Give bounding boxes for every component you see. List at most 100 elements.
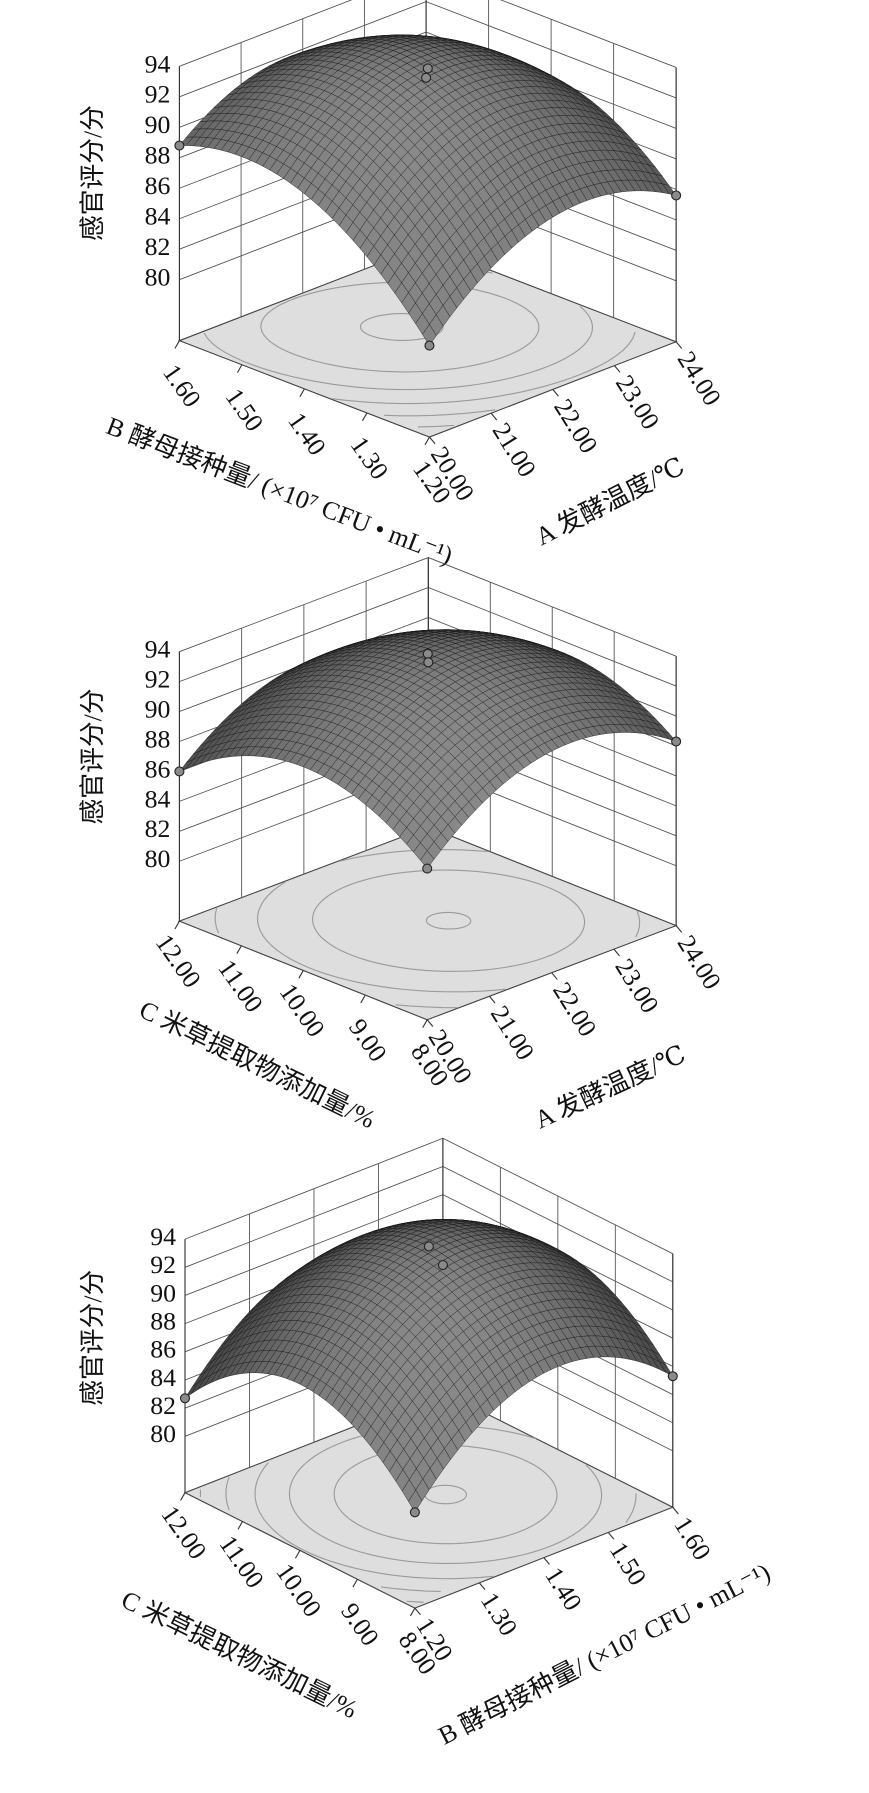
y-tick [180,1492,186,1501]
x-tick-label: 1.50 [604,1537,653,1591]
z-tick-label: 94 [150,1222,176,1251]
z-tick-label: 92 [145,80,171,109]
x-tick-label: 1.60 [668,1512,717,1566]
y-tick [174,920,180,930]
x-tick [675,341,683,349]
y-axis-title: C 米草提取物添加量/% [135,995,380,1134]
y-tick-label: 9.00 [343,1013,393,1067]
y-tick [236,364,243,373]
y-tick [361,412,368,422]
z-tick-label: 86 [145,754,171,783]
z-tick-label: 90 [145,110,171,139]
contour [312,869,586,972]
x-tick-label: 21.00 [487,418,542,483]
y-tick [352,1578,358,1588]
x-tick-label: 23.00 [610,370,665,435]
z-tick-label: 94 [145,635,171,664]
x-tick-label: 24.00 [672,930,727,995]
z-tick-label: 90 [145,694,171,723]
y-tick-label: 10.00 [270,1558,327,1622]
x-tick [672,1506,679,1515]
x-tick [614,365,621,373]
design-point [423,1241,434,1252]
x-tick-label: 23.00 [609,954,664,1019]
y-tick [236,945,242,954]
z-tick-label: 84 [150,1363,176,1392]
z-tick-label: 84 [145,202,171,231]
design-point [671,190,682,201]
design-point [422,648,433,659]
z-tick-label: 82 [150,1391,176,1420]
z-tick-label: 84 [145,784,171,813]
contour [359,313,444,341]
x-axis-title: A 发酵温度/℃ [530,1039,690,1134]
design-point [422,63,433,74]
z-tick-label: 92 [145,665,171,694]
z-tick-label: 82 [145,814,171,843]
y-tick [294,1550,301,1559]
grid-line [179,0,677,68]
z-axis-title: 感官评分/分 [78,1270,107,1406]
surface-cell [422,324,437,346]
z-tick-label: 88 [145,141,171,170]
x-axis-title: A 发酵温度/℃ [531,452,689,552]
z-tick-label: 80 [150,1419,176,1448]
x-tick-label: 1.30 [475,1587,524,1641]
contour [425,911,472,930]
x-tick [607,1532,615,1540]
x-tick [675,925,683,933]
x-tick [426,1019,434,1027]
design-point [179,1393,191,1404]
y-tick [299,388,305,397]
y-axis-title: B 酵母接种量/ (×10⁷ CFU • mL⁻¹) [103,411,457,570]
x-tick [429,436,436,445]
z-tick-label: 88 [150,1307,176,1336]
design-point [409,1507,420,1518]
z-tick-label: 92 [150,1250,176,1279]
y-tick [174,340,180,349]
contour [257,849,641,993]
x-tick [613,948,620,957]
z-tick-label: 80 [145,263,171,292]
design-point [667,1371,678,1382]
contour [418,424,455,428]
z-axis-title: 感官评分/分 [78,105,107,241]
y-tick [298,970,304,979]
z-tick-label: 86 [145,171,171,200]
y-tick [424,436,430,446]
x-tick-label: 21.00 [485,1001,540,1066]
design-point [424,340,435,351]
y-tick-label: 9.00 [335,1598,385,1652]
y-tick-label: 10.00 [274,978,331,1042]
x-tick-label: 24.00 [672,346,727,411]
design-point [437,1259,448,1271]
design-point [423,657,434,668]
y-tick [422,1019,428,1028]
y-tick-label: 1.60 [157,359,207,413]
y-tick [237,1521,243,1530]
x-tick [543,1557,550,1565]
z-tick-label: 82 [145,232,171,261]
y-tick-label: 1.40 [282,407,332,461]
contour [260,281,540,373]
z-tick-label: 86 [150,1335,176,1364]
y-tick-label: 11.00 [213,1530,269,1593]
x-axis-title: B 酵母接种量/ (×10⁷ CFU • mL⁻¹) [434,1558,775,1751]
z-tick-label: 80 [145,844,171,873]
x-tick [489,995,496,1004]
x-tick [414,1607,421,1616]
y-tick-label: 11.00 [212,954,268,1017]
z-tick-label: 90 [150,1278,176,1307]
design-point [671,736,682,747]
y-tick-label: 1.30 [345,431,395,485]
x-tick [552,389,559,397]
y-tick-label: 12.00 [155,1500,212,1564]
x-tick [478,1582,486,1590]
design-point [174,766,185,777]
z-tick-label: 88 [145,724,171,753]
